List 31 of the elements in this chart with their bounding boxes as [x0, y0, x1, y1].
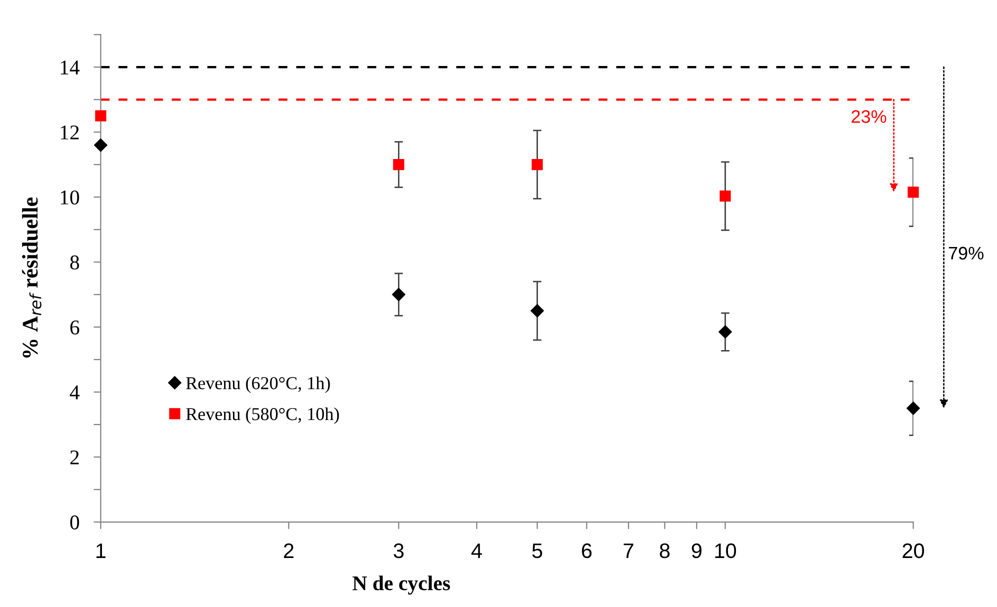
x-tick-label: 10	[715, 543, 736, 558]
point	[720, 190, 731, 202]
x-tick-label: 1	[96, 544, 106, 558]
y-tick-label: 0	[70, 515, 80, 530]
point	[532, 159, 543, 170]
x-tick-label: 7	[624, 544, 634, 558]
x-axis-title: N de cycles	[352, 576, 450, 595]
y-tick-label: 14	[60, 60, 80, 74]
y-tick-label: 10	[60, 190, 80, 205]
y-tick-label: 2	[70, 450, 79, 464]
y-tick-label: 12	[60, 126, 79, 140]
legend-label: Revenu (620°C, 1h)	[186, 376, 330, 393]
x-tick-label: 9	[692, 543, 702, 558]
point	[906, 402, 920, 415]
x-tick-label: 4	[471, 544, 482, 558]
x-tick-label: 2	[284, 543, 294, 558]
annotation: 23%	[852, 110, 886, 123]
point	[908, 186, 919, 198]
point	[530, 304, 544, 318]
x-tick-label: 6	[582, 543, 592, 558]
y-tick-label: 6	[70, 320, 80, 334]
x-tick-label: 20	[902, 543, 924, 558]
y-tick-label: 8	[70, 255, 80, 270]
x-tick-label: 5	[532, 544, 542, 558]
y-tick-label: 4	[70, 386, 80, 400]
text: 79%	[948, 246, 984, 260]
x-tick-label: 3	[394, 543, 404, 558]
point	[718, 325, 732, 339]
y-axis-title: % A$_{ref}$ résiduelle	[22, 197, 42, 358]
legend-label: Revenu (580°C, 10h)	[186, 407, 339, 424]
x-tick-label: 8	[660, 543, 670, 558]
